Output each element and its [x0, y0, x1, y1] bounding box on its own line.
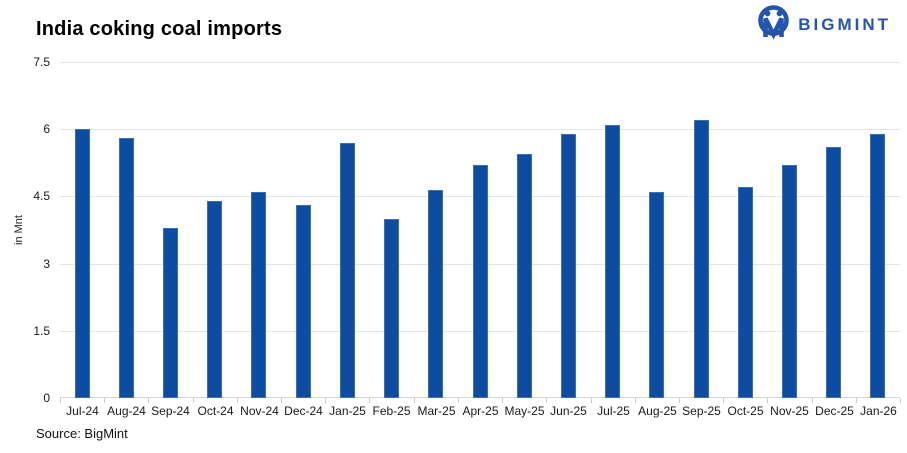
x-axis-tick: [369, 398, 370, 403]
bigmint-logo: BIGMINT: [757, 5, 891, 45]
x-tick-label: Jul-24: [66, 404, 99, 418]
chart-title: India coking coal imports: [36, 18, 283, 40]
x-tick-label: Jul-25: [597, 404, 630, 418]
y-tick-label: 4.5: [33, 189, 50, 203]
bar-dec-24: [296, 205, 311, 398]
bar-jan-26: [870, 134, 885, 398]
bar-chart: in Mnt Jul-24 Aug-24 Sep-24 Oct-24 Nov-24 Dec…: [0, 55, 907, 418]
x-axis-tick: [679, 398, 680, 403]
bar-sep-25: [694, 120, 709, 398]
x-tick-label: Apr-25: [462, 404, 499, 418]
y-axis-title: in Mnt: [13, 215, 25, 245]
bar-dec-25: [826, 147, 841, 398]
x-axis-tick: [723, 398, 724, 403]
x-axis-tick: [812, 398, 813, 403]
x-tick-label: Mar-25: [417, 404, 456, 418]
x-tick-label: Nov-24: [240, 404, 279, 418]
bigmint-logo-text: BIGMINT: [798, 15, 891, 34]
bar-aug-24: [119, 138, 134, 398]
x-tick-label: Jan-25: [329, 404, 366, 418]
bar-jul-24: [75, 129, 90, 398]
x-axis-tick: [414, 398, 415, 403]
gridline: [60, 62, 900, 63]
x-tick-label: Oct-25: [727, 404, 764, 418]
bar-jan-25: [340, 143, 355, 398]
x-tick-label: Oct-24: [197, 404, 234, 418]
x-axis-tick: [900, 398, 901, 403]
bar-oct-24: [207, 201, 222, 398]
x-axis-tick: [591, 398, 592, 403]
x-tick-label: Dec-25: [815, 404, 854, 418]
x-tick-label: Sep-24: [151, 404, 190, 418]
y-tick-label: 1.5: [33, 324, 50, 338]
bar-sep-24: [163, 228, 178, 398]
x-axis-tick: [502, 398, 503, 403]
x-axis-tick: [546, 398, 547, 403]
x-tick-label: Feb-25: [372, 404, 411, 418]
x-tick-label: Nov-25: [770, 404, 809, 418]
x-axis-tick: [856, 398, 857, 403]
source-note: Source: BigMint: [36, 426, 128, 441]
gridline: [60, 129, 900, 130]
bar-apr-25: [473, 165, 488, 398]
y-tick-label: 0: [43, 391, 50, 405]
x-axis-tick: [767, 398, 768, 403]
bar-aug-25: [649, 192, 664, 398]
x-tick-label: Jun-25: [550, 404, 587, 418]
bigmint-logo-icon: [758, 5, 790, 40]
x-axis-tick: [104, 398, 105, 403]
bar-nov-25: [782, 165, 797, 398]
bar-jul-25: [605, 125, 620, 398]
bar-may-25: [517, 154, 532, 398]
bar-mar-25: [428, 190, 443, 398]
x-tick-label: Dec-24: [284, 404, 323, 418]
x-axis-tick: [148, 398, 149, 403]
x-tick-label: Aug-24: [107, 404, 146, 418]
x-axis-tick: [237, 398, 238, 403]
y-tick-label: 7.5: [33, 55, 50, 69]
x-axis-tick: [281, 398, 282, 403]
x-axis-tick: [325, 398, 326, 403]
bar-feb-25: [384, 219, 399, 398]
x-axis-tick: [458, 398, 459, 403]
plot-area: Jul-24 Aug-24 Sep-24 Oct-24 Nov-24 Dec-24 Jan-…: [60, 62, 901, 418]
bar-nov-24: [251, 192, 266, 398]
y-tick-label: 3: [43, 257, 50, 271]
bar-oct-25: [738, 187, 753, 398]
x-tick-label: May-25: [504, 404, 545, 418]
x-tick-label: Jan-26: [860, 404, 897, 418]
x-axis-tick: [193, 398, 194, 403]
x-axis-tick: [635, 398, 636, 403]
y-tick-label: 6: [43, 122, 50, 136]
x-tick-label: Aug-25: [638, 404, 677, 418]
x-axis-tick: [60, 398, 61, 403]
x-tick-label: Sep-25: [682, 404, 721, 418]
bar-jun-25: [561, 134, 576, 398]
